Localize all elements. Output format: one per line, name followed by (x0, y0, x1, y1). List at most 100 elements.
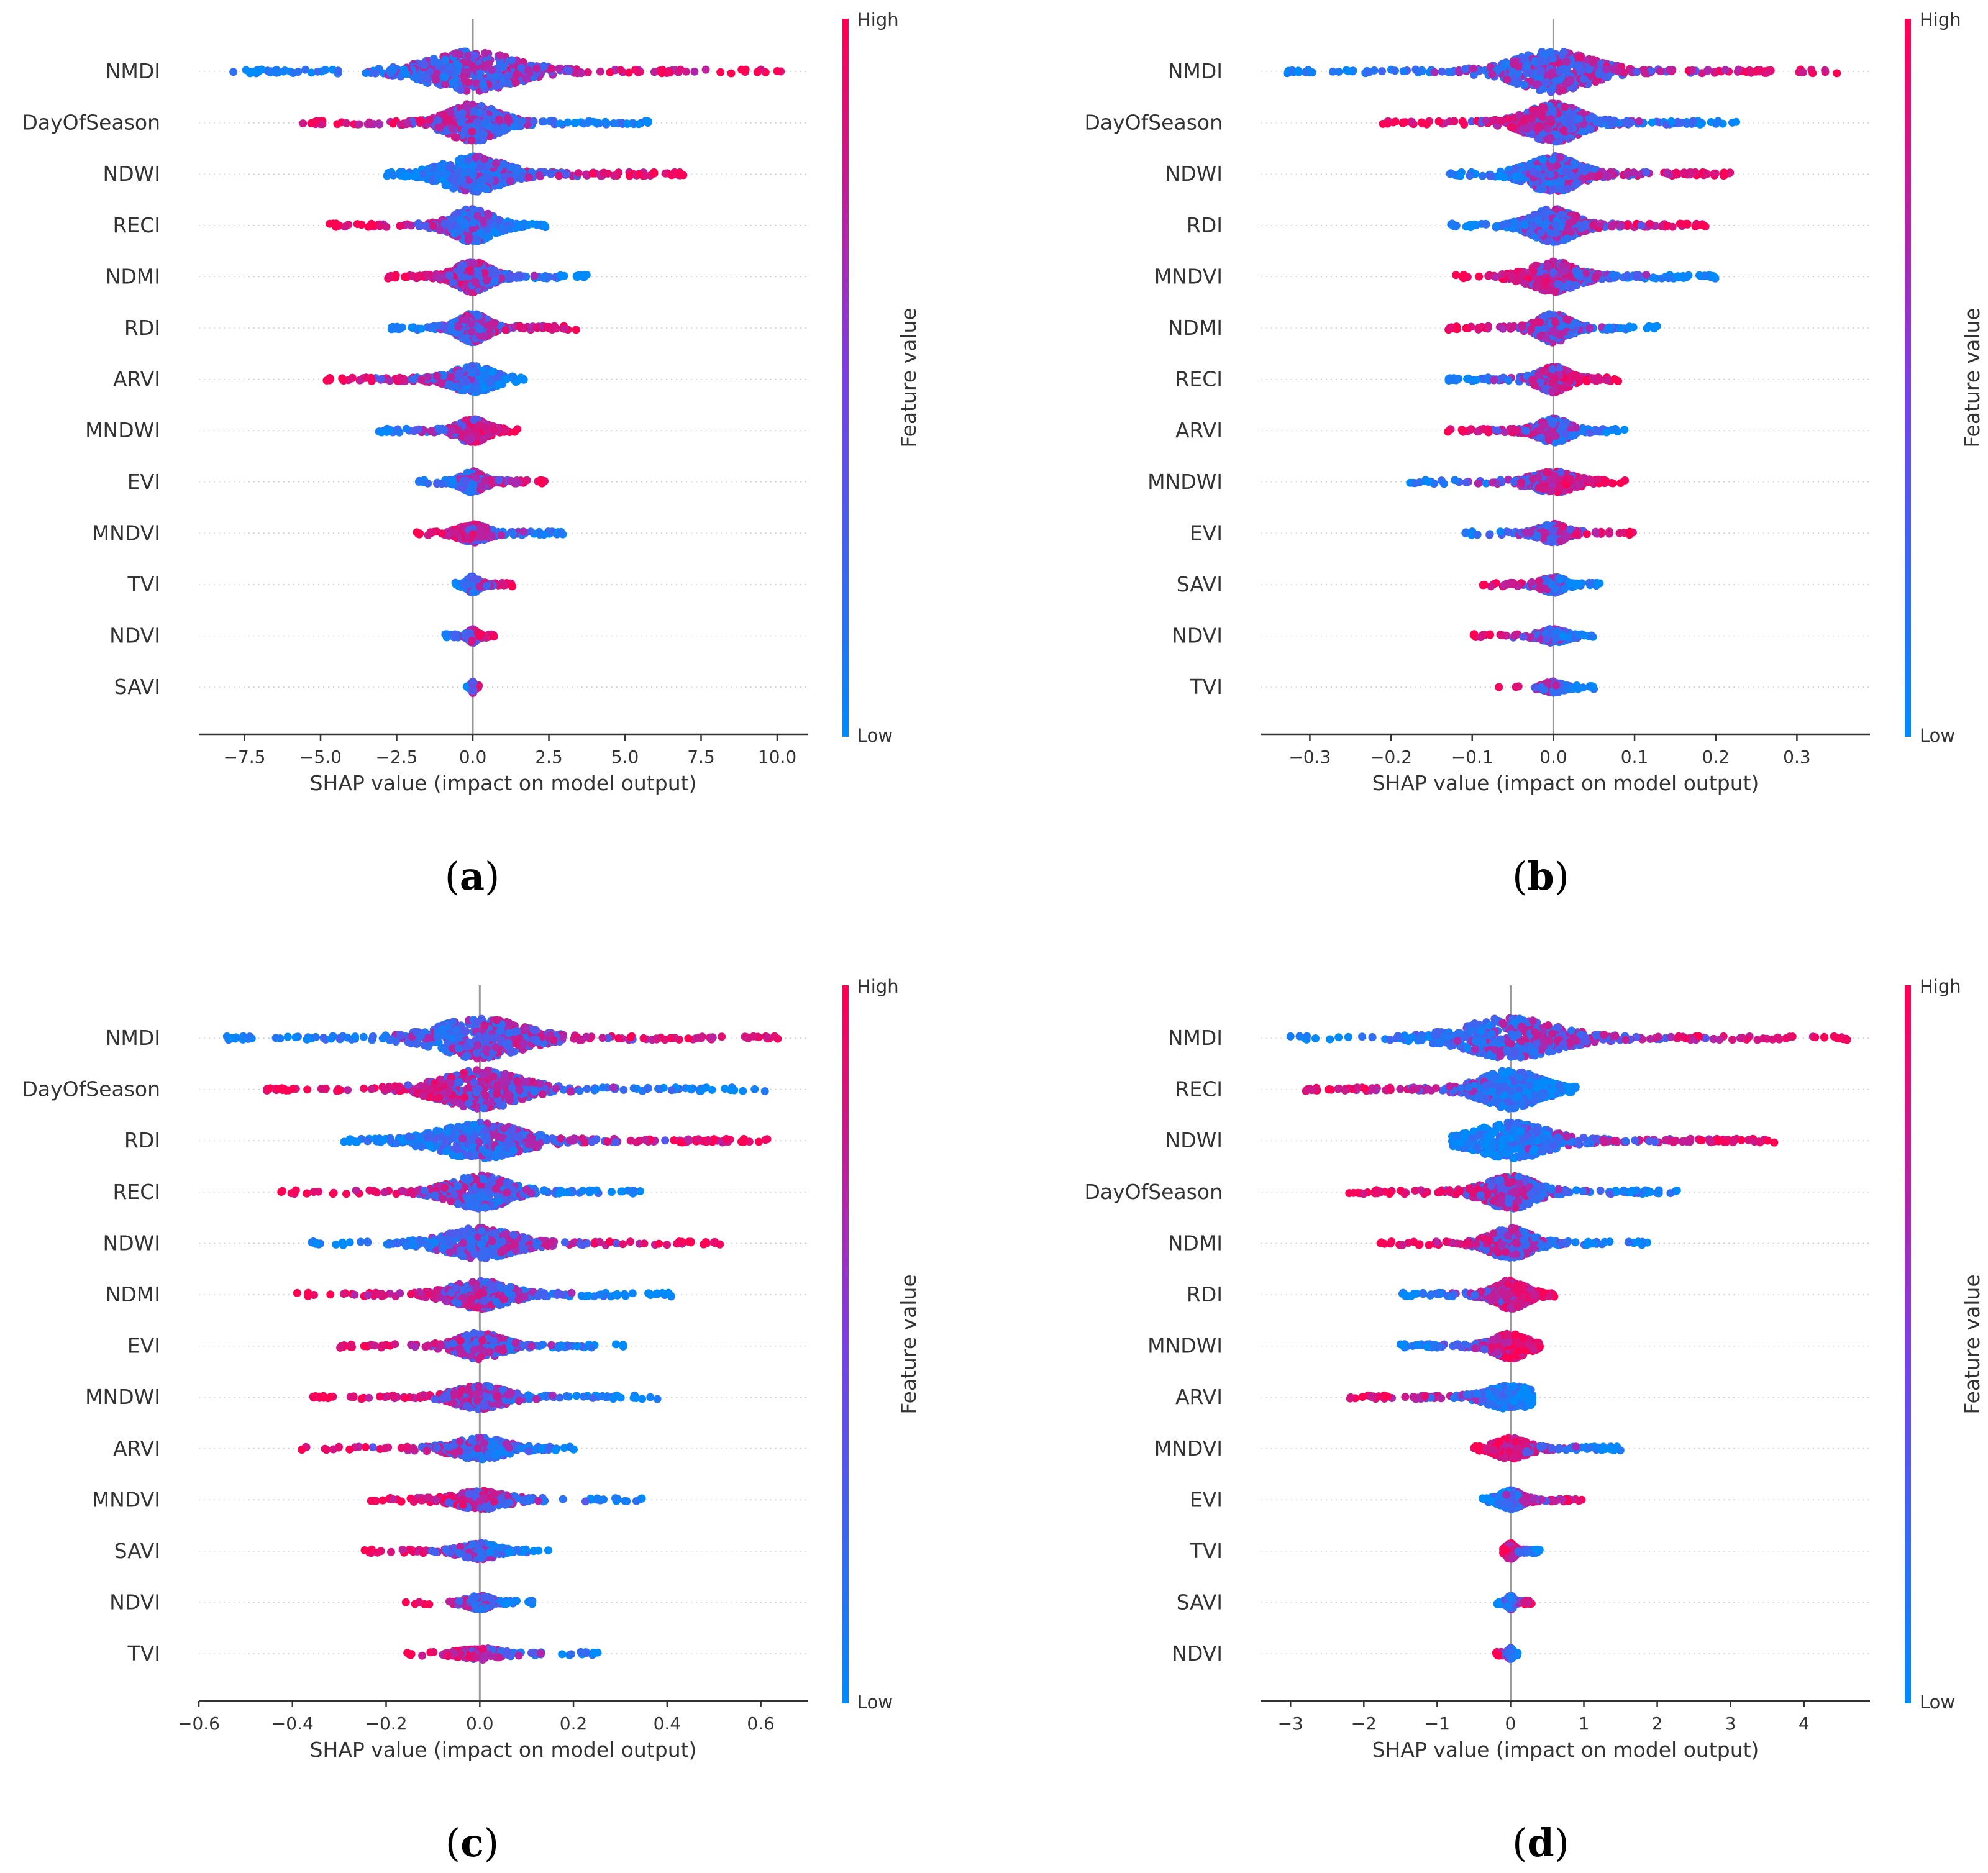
shap-point (474, 269, 483, 278)
shap-point (690, 67, 699, 76)
shap-point (447, 373, 455, 381)
shap-point (411, 168, 420, 176)
shap-point (460, 283, 469, 292)
shap-point (1461, 65, 1469, 73)
shap-point (1494, 65, 1503, 73)
shap-point (539, 62, 548, 70)
feature-label: SAVI (114, 675, 160, 699)
shap-point (1328, 67, 1337, 76)
shap-point (1520, 81, 1529, 89)
shap-point (445, 380, 454, 388)
shap-point (424, 479, 432, 488)
shap-point (624, 68, 633, 77)
shap-point (1745, 66, 1754, 75)
shap-point (463, 103, 471, 112)
shap-point (753, 68, 762, 76)
panel-a-plot: NMDIDayOfSeasonNDWIRECINDMIRDIARVIMNDWIE… (22, 19, 808, 795)
shap-point (508, 582, 516, 591)
shap-point (665, 68, 674, 77)
shap-point (402, 424, 411, 433)
shap-point (555, 171, 563, 180)
shap-point (446, 108, 455, 117)
shap-point (562, 170, 571, 179)
shap-point (434, 123, 443, 132)
shap-point (497, 531, 506, 539)
shap-point (482, 525, 491, 533)
shap-point (1512, 80, 1521, 88)
feature-label: MNDVI (92, 521, 160, 545)
shap-point (408, 323, 416, 332)
colorbar-high-label: High (857, 9, 899, 30)
shap-point (1532, 81, 1541, 89)
feature-label: NDVI (1172, 624, 1223, 648)
shap-point (1549, 54, 1557, 63)
shap-point (426, 528, 435, 537)
shap-point (524, 173, 533, 182)
shap-point (606, 68, 614, 76)
shap-point (518, 117, 527, 125)
shap-point (1543, 78, 1551, 86)
feature-label: NDWI (103, 162, 160, 186)
shap-point (475, 632, 483, 640)
shap-point (487, 533, 496, 541)
shap-point (479, 80, 488, 89)
shap-point (313, 67, 322, 76)
shap-point (1833, 69, 1841, 78)
feature-label: RDI (1187, 213, 1223, 237)
beeswarm-tvi (451, 572, 516, 597)
shap-point (570, 119, 579, 127)
shap-point (437, 379, 445, 388)
shap-point (506, 476, 515, 485)
shap-point (468, 480, 477, 489)
shap-point (481, 423, 490, 432)
shap-point (333, 120, 342, 129)
shap-point (455, 227, 464, 236)
shap-point (462, 476, 470, 485)
shap-point (458, 175, 467, 184)
shap-point (472, 79, 481, 88)
panel-a-colorbar: High Low Feature value (842, 9, 921, 746)
shap-point (650, 168, 659, 176)
shap-point (440, 73, 449, 81)
shap-point (457, 118, 465, 127)
shap-point (1510, 60, 1518, 68)
colorbar-title: Feature value (896, 308, 921, 447)
shap-point (727, 69, 736, 78)
shap-point (519, 527, 527, 536)
shap-point (1762, 68, 1771, 77)
shap-point (465, 232, 473, 241)
shap-point (440, 371, 448, 380)
shap-point (486, 379, 495, 388)
shap-point (1308, 68, 1316, 76)
shap-point (536, 476, 545, 485)
shap-point (403, 119, 411, 127)
shap-point (372, 69, 380, 78)
shap-point (1363, 68, 1372, 77)
shap-point (375, 222, 384, 230)
shap-point (389, 65, 398, 73)
shap-point (540, 222, 549, 230)
shap-point (462, 581, 470, 590)
shap-point (467, 327, 476, 336)
shap-point (448, 221, 457, 230)
shap-point (495, 476, 503, 485)
shap-point (484, 209, 493, 218)
shap-point (452, 133, 461, 142)
shap-point (427, 427, 435, 435)
shap-point (549, 117, 558, 125)
shap-point (399, 65, 408, 74)
shap-point (1665, 66, 1674, 75)
shap-point (441, 80, 450, 88)
shap-point (468, 171, 477, 180)
shap-point (1469, 64, 1477, 73)
shap-point (565, 66, 573, 75)
shap-point (367, 219, 376, 228)
shap-point (248, 68, 257, 76)
shap-point (458, 484, 467, 493)
shap-point (499, 581, 508, 590)
shap-point (357, 221, 366, 229)
shap-point (603, 119, 611, 127)
shap-point (675, 170, 684, 178)
shap-point (1399, 67, 1408, 76)
shap-point (429, 222, 437, 230)
